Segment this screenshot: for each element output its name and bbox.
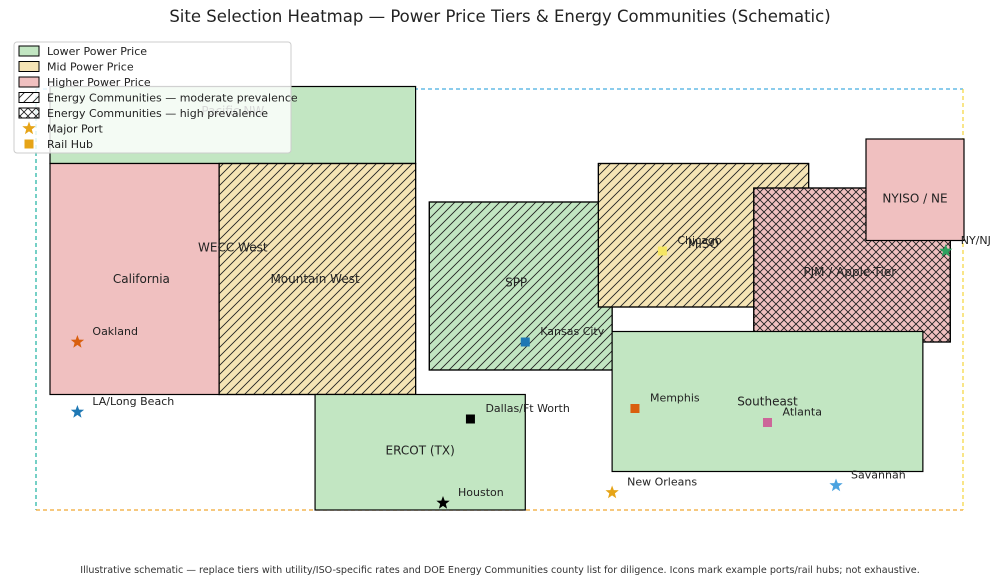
marker-new-orleans [605, 485, 619, 499]
legend-label-lower-power-price: Lower Power Price [47, 45, 147, 58]
marker-oakland [70, 335, 85, 348]
marker-label-dallas-ft-worth: Dallas/Ft Worth [485, 402, 569, 415]
marker-atlanta [762, 418, 772, 427]
region-label-nyiso-ne: NYISO / NE [882, 192, 947, 206]
legend-label-rail-hub: Rail Hub [47, 138, 93, 151]
chart-title: Site Selection Heatmap — Power Price Tie… [169, 7, 830, 26]
region-label-wecc-west: WECC West [198, 241, 268, 255]
region-hatch-mountain-west [218, 162, 417, 396]
region-nyiso-ne [865, 138, 965, 242]
region-southeast [611, 330, 924, 473]
legend-label-energy-communities-moderate-prevalence: Energy Communities — moderate prevalence [47, 92, 298, 105]
legend-label-energy-communities-high-prevalence: Energy Communities — high prevalence [47, 107, 268, 120]
marker-kansas-city [520, 337, 530, 347]
legend-entry-major-port: Major Port [22, 121, 104, 136]
marker-label-atlanta: Atlanta [782, 406, 821, 419]
legend-star-icon [22, 121, 36, 135]
legend-entry-higher-power-price: Higher Power Price [18, 76, 151, 89]
legend-swatch-mid-power-price [18, 61, 40, 72]
legend-label-mid-power-price: Mid Power Price [47, 61, 134, 74]
marker-label-oakland: Oakland [92, 325, 138, 338]
region-label-ercot-tx: ERCOT (TX) [386, 444, 455, 458]
region-label-mountain-west: Mountain West [270, 272, 360, 286]
legend-entry-energy-communities-moderate-prevalence: Energy Communities — moderate prevalence [18, 92, 298, 105]
marker-label-kansas-city: Kansas City [540, 325, 604, 338]
legend-frame [13, 41, 292, 154]
region-california [49, 162, 220, 396]
region-label-miso: MISO [688, 237, 719, 251]
marker-memphis [630, 404, 640, 413]
legend-entry-rail-hub: Rail Hub [24, 138, 93, 151]
marker-label-la-long-beach: LA/Long Beach [92, 395, 174, 408]
marker-label-houston: Houston [458, 486, 504, 499]
legend-label-higher-power-price: Higher Power Price [47, 76, 151, 89]
legend-entry-lower-power-price: Lower Power Price [18, 45, 147, 58]
marker-label-new-orleans: New Orleans [627, 476, 697, 489]
chart-footnote: Illustrative schematic — replace tiers w… [80, 565, 920, 576]
region-ercot-tx [314, 393, 526, 511]
legend-hatch-energy-communities-moderate-prevalence [18, 92, 40, 103]
marker-houston [436, 496, 450, 509]
marker-dallas-ft-worth [465, 414, 475, 424]
legend-label-major-port: Major Port [47, 123, 104, 136]
legend-swatch-higher-power-price [18, 76, 40, 88]
marker-label-ny-nj: NY/NJ [961, 234, 991, 247]
region-label-southeast: Southeast [737, 395, 798, 409]
marker-chicago [657, 246, 667, 256]
region-label-pjm-apple-tier: PJM / Apple-Tier [803, 265, 896, 279]
legend: Lower Power Price Mid Power Price Higher P… [13, 41, 298, 154]
marker-label-chicago: Chicago [677, 234, 721, 247]
legend-swatch-lower-power-price [18, 45, 40, 57]
marker-ny-nj [939, 244, 953, 257]
legend-square-icon [24, 139, 34, 149]
region-hatch-spp [428, 201, 613, 371]
legend-hatch-energy-communities-high-prevalence [18, 107, 40, 119]
marker-savannah [829, 478, 843, 492]
marker-label-savannah: Savannah [851, 469, 906, 482]
region-label-california: California [113, 272, 170, 286]
marker-la-long-beach [70, 405, 85, 418]
legend-entry-mid-power-price: Mid Power Price [18, 61, 134, 74]
marker-label-memphis: Memphis [650, 392, 700, 405]
region-label-spp: SPP [505, 276, 527, 290]
legend-items: Lower Power Price Mid Power Price Higher P… [18, 45, 298, 151]
marker-layer: Oakland LA/Long Beach Kansas City Dallas/Ft… [70, 234, 991, 509]
legend-entry-energy-communities-high-prevalence: Energy Communities — high prevalence [18, 107, 268, 120]
